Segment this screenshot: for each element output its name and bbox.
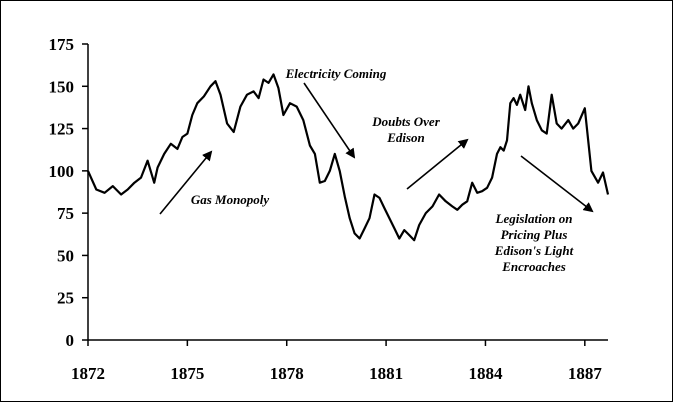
annotation-legislation-label: Legislation on: [495, 211, 573, 226]
annotation-doubts-label: Doubts Over: [371, 114, 440, 129]
x-tick-label: 1887: [568, 364, 603, 383]
doubts-arrow: [406, 138, 469, 190]
legislation-arrow: [520, 155, 594, 213]
y-tick-label: 175: [49, 35, 75, 54]
x-tick-label: 1872: [71, 364, 105, 383]
annotations: Gas Monopoly Electricity Coming Doubts Ove…: [191, 66, 574, 274]
annotation-electricity-label: Electricity Coming: [285, 66, 387, 81]
y-tick-label: 75: [57, 204, 74, 223]
series-line: [86, 73, 610, 242]
y-tick-label: 100: [49, 162, 75, 181]
annotation-gas-label: Gas Monopoly: [191, 192, 270, 207]
electricity-arrow: [303, 82, 356, 159]
y-tick-label: 25: [57, 289, 74, 308]
y-tick-label: 0: [66, 331, 75, 350]
annotation-legislation-label: Encroaches: [501, 259, 566, 274]
y-tick-label: 50: [57, 246, 74, 265]
x-tick-label: 1878: [270, 364, 304, 383]
gas-arrow: [159, 150, 213, 215]
y-axis-ticks: 0 25 50 75 100 125 150 175: [49, 35, 88, 350]
annotation-doubts-label: Edison: [386, 130, 425, 145]
x-axis-ticks: 1872 1875 1878 1881 1884 1887: [71, 340, 602, 383]
x-tick-label: 1881: [369, 364, 403, 383]
y-tick-label: 125: [49, 120, 75, 139]
y-tick-label: 150: [49, 77, 75, 96]
x-tick-label: 1875: [170, 364, 204, 383]
x-tick-label: 1884: [468, 364, 503, 383]
plot-area: [86, 73, 610, 242]
axes: [87, 44, 608, 341]
annotation-legislation-label: Edison's Light: [494, 243, 574, 258]
annotation-legislation-label: Pricing Plus: [501, 227, 568, 242]
annotation-arrows: [159, 82, 594, 215]
